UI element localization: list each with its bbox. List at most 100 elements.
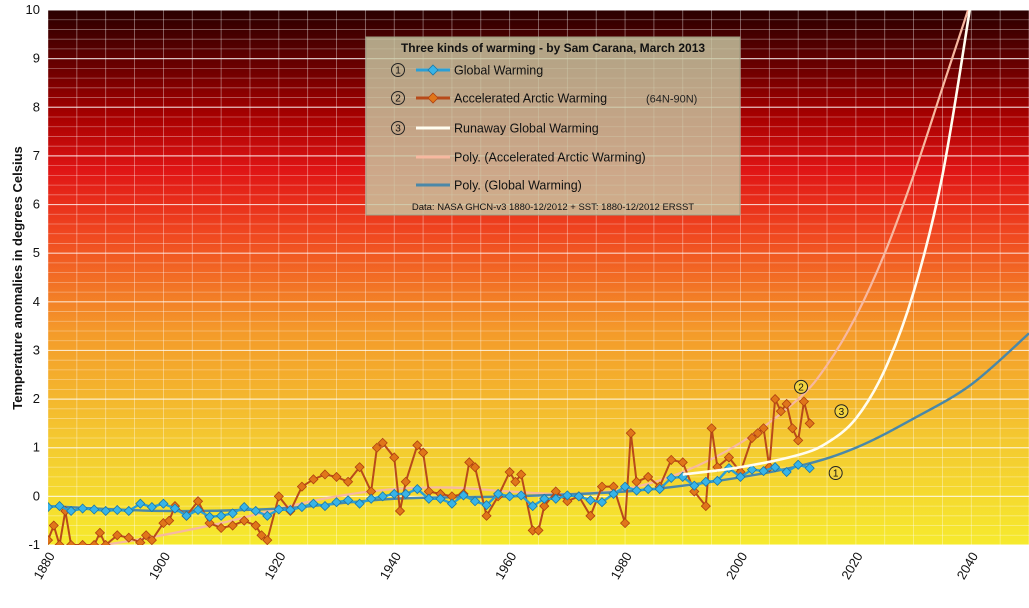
global-warming-point (758, 466, 769, 477)
arctic-warming-point (371, 442, 382, 453)
global-warming-point (781, 466, 792, 478)
global-warming-point (308, 498, 319, 509)
global-warming-point (169, 503, 181, 514)
global-warming-point (227, 508, 238, 519)
global-warming-point (412, 484, 423, 495)
global-warming-point (319, 501, 331, 512)
global-warming-point (712, 475, 723, 486)
legend-number: 2 (395, 94, 401, 105)
global-warming-point (804, 463, 815, 474)
series-number-markers: 1 2 3 (794, 379, 849, 481)
global-warming-point (366, 493, 377, 504)
arctic-warming-point (481, 510, 492, 521)
arctic-warming-point (377, 437, 388, 448)
arctic-warming-point (319, 469, 331, 480)
global-warming-point (631, 485, 642, 496)
global-warming-point (643, 484, 654, 495)
arctic-warming-point (331, 471, 342, 482)
arctic-warming-point (596, 481, 608, 492)
series-3-marker-circle (834, 404, 849, 419)
global-warming-point (516, 490, 527, 501)
arctic-warming-point (48, 535, 54, 545)
arctic-warming-point (746, 432, 758, 444)
arctic-warming-point (77, 539, 88, 545)
global-warming-point (596, 497, 608, 508)
x-tick-label: 1920 (261, 549, 288, 582)
global-warming-point (608, 488, 619, 499)
global-warming-point (481, 500, 492, 511)
arctic-warming-point (123, 532, 134, 543)
arctic-warming-point (89, 539, 100, 545)
arctic-warming-point (677, 457, 688, 468)
x-tick-label: 2020 (838, 549, 865, 582)
arctic-warming-point (389, 452, 400, 463)
arctic-warming-point (469, 462, 481, 473)
y-tick-label: 10 (26, 2, 40, 17)
y-tick-label: 1 (33, 440, 40, 455)
global-warming-point (239, 501, 250, 513)
global-warming-point (285, 504, 296, 516)
legend-swatch-marker (427, 92, 439, 104)
legend-number-circle (391, 121, 405, 135)
legend-swatch-marker (427, 64, 439, 76)
x-tick-label: 1900 (146, 549, 173, 582)
arctic-warming-point (770, 394, 781, 405)
global-warming-point (354, 498, 365, 509)
global-warming-point (192, 504, 204, 516)
arctic-warming-point (619, 518, 631, 529)
series-layer (48, 10, 1029, 545)
arctic-warming-point (412, 440, 423, 451)
global-warming-point (343, 495, 354, 506)
legend-entry-label: Global Warming (454, 64, 543, 78)
arctic-warming-point (135, 537, 146, 545)
y-tick-label: 4 (33, 294, 40, 309)
y-tick-label: 2 (33, 391, 40, 406)
global-warming-point (562, 490, 573, 501)
x-tick-label: 2040 (954, 549, 981, 582)
global-warming-point (400, 488, 411, 499)
arctic-warming-point (504, 466, 515, 478)
global-warming-point (527, 501, 538, 512)
global-warming-point (377, 491, 388, 502)
arctic-warming-point (562, 496, 573, 507)
global-warming-point (550, 493, 561, 504)
global-warming-point (389, 488, 400, 499)
global-warming-point (89, 504, 100, 515)
y-tick-label: 9 (33, 51, 40, 66)
arctic-warming-point (758, 423, 769, 434)
arctic-warming-point (354, 462, 365, 473)
x-tick-label: 1960 (492, 549, 519, 582)
arctic-warming-point (666, 454, 677, 465)
y-tick-label: 6 (33, 197, 40, 212)
global-warming-point (66, 505, 77, 517)
arctic-warming-point (706, 423, 717, 434)
legend-entry-label: Accelerated Arctic Warming (454, 92, 607, 106)
global-warming-point (585, 495, 596, 506)
arctic-warming-point (700, 501, 711, 512)
arctic-warming-point (227, 520, 238, 531)
arctic-warming-point (723, 452, 734, 463)
arctic-warming-point (48, 520, 59, 531)
arctic-warming-point (400, 476, 411, 487)
arctic-warming-point (510, 476, 521, 487)
y-tick-label: -1 (28, 537, 40, 552)
legend-entry-label: Poly. (Global Warming) (454, 179, 582, 193)
global-warming-point (746, 464, 758, 475)
global-warming-point (654, 484, 665, 495)
arctic-warming-point (539, 501, 550, 512)
global-warming-point (573, 491, 584, 502)
arctic-warming-point (204, 518, 215, 529)
global-warming-point (296, 501, 307, 513)
arctic-warming-point (66, 539, 77, 545)
global-warming-point (331, 497, 342, 508)
y-tick-label: 3 (33, 342, 40, 357)
global-warming-point (423, 493, 434, 504)
global-warming-point (793, 459, 804, 470)
global-warming-point (735, 471, 746, 482)
arctic-warming-point (625, 428, 636, 439)
arctic-warming-point (250, 520, 261, 531)
x-tick-label: 1940 (377, 549, 404, 582)
global-warming-point (539, 493, 550, 504)
global-warming-point (250, 505, 261, 517)
